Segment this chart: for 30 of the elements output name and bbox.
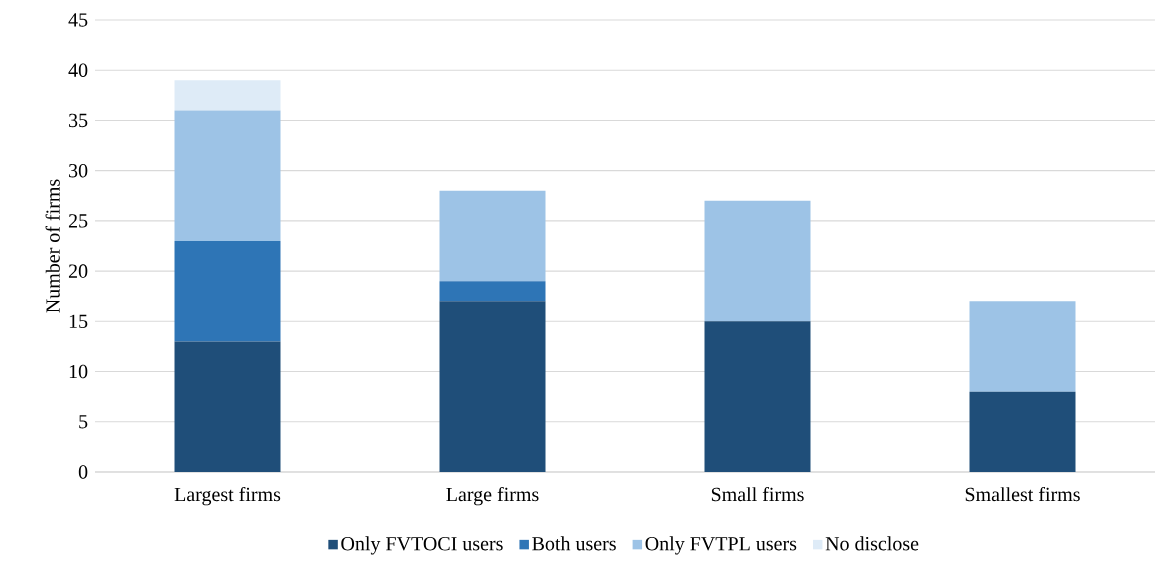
y-tick-label: 45 [68,13,88,27]
bar [174,110,281,241]
bar [174,80,281,111]
y-tick-label: 40 [68,63,88,77]
y-tick-label: 5 [79,415,88,429]
y-tick-label: 25 [68,214,88,228]
bar [439,281,546,302]
legend-label: Only FVTOCI users [341,536,503,555]
y-tick-label: 15 [69,314,88,329]
y-tick-label: 30 [69,163,88,178]
x-tick-label: Largest firms [174,486,281,506]
legend-label: Both users [532,536,616,551]
y-tick-label: 20 [68,264,88,278]
y-axis-title: Number of firms [45,179,60,313]
bar [174,240,281,342]
x-tick-label: Smallest firms [965,486,1080,502]
legend-label: No disclose [825,536,919,551]
legend-label: Only FVTPL users [645,536,797,555]
y-tick-label: 10 [69,364,88,379]
x-tick-label: Small firms [711,486,804,502]
y-tick-label: 35 [69,113,88,128]
bar [704,200,811,322]
bar [704,321,811,472]
bar [439,301,546,472]
bar [969,301,1076,392]
bar [174,341,281,472]
y-tick-label: 0 [78,465,88,479]
bar [439,190,546,282]
x-tick-label: Large firms [446,486,539,506]
bar [969,391,1076,472]
